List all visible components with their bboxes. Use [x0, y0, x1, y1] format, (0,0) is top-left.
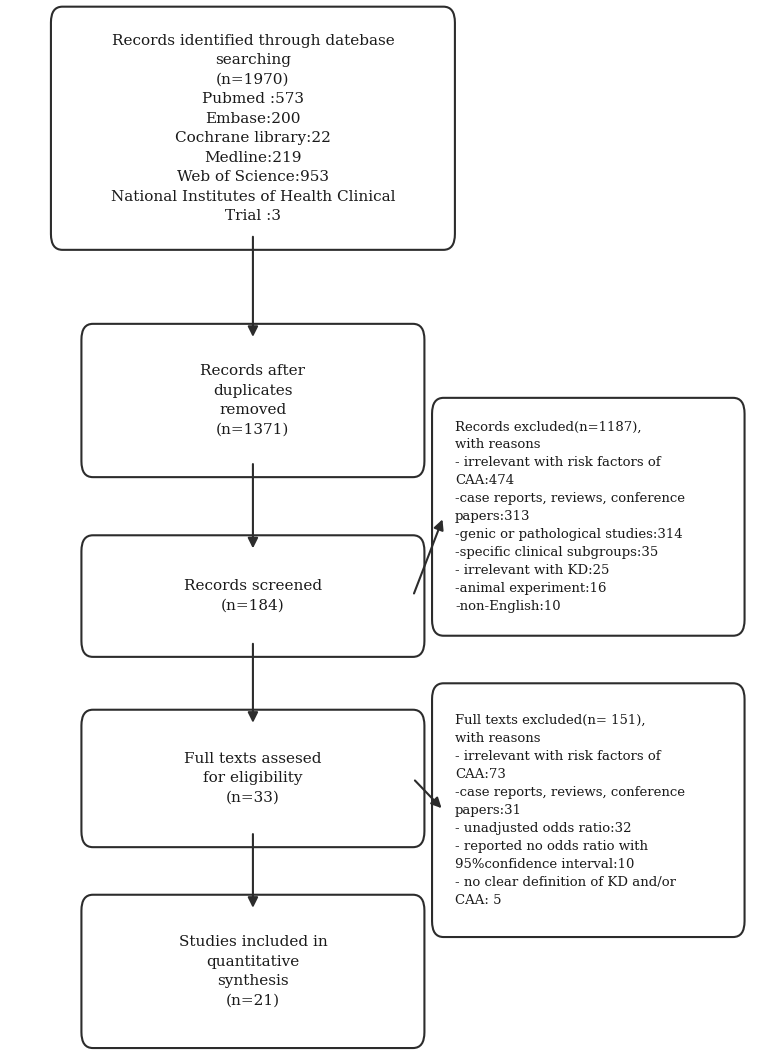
FancyBboxPatch shape [51, 6, 455, 250]
Text: Full texts assesed
for eligibility
(n=33): Full texts assesed for eligibility (n=33… [184, 752, 321, 805]
FancyBboxPatch shape [81, 895, 425, 1048]
Text: Studies included in
quantitative
synthesis
(n=21): Studies included in quantitative synthes… [178, 935, 327, 1008]
Text: Full texts excluded(n= 151),
with reasons
- irrelevant with risk factors of
CAA:: Full texts excluded(n= 151), with reason… [455, 713, 685, 906]
Text: Records identified through datebase
searching
(n=1970)
Pubmed :573
Embase:200
Co: Records identified through datebase sear… [111, 34, 396, 223]
FancyBboxPatch shape [432, 684, 744, 937]
FancyBboxPatch shape [81, 324, 425, 477]
Text: Records excluded(n=1187),
with reasons
- irrelevant with risk factors of
CAA:474: Records excluded(n=1187), with reasons -… [455, 420, 685, 614]
FancyBboxPatch shape [81, 535, 425, 657]
Text: Records screened
(n=184): Records screened (n=184) [184, 580, 322, 613]
FancyBboxPatch shape [81, 710, 425, 847]
Text: Records after
duplicates
removed
(n=1371): Records after duplicates removed (n=1371… [200, 365, 305, 437]
FancyBboxPatch shape [432, 398, 744, 636]
